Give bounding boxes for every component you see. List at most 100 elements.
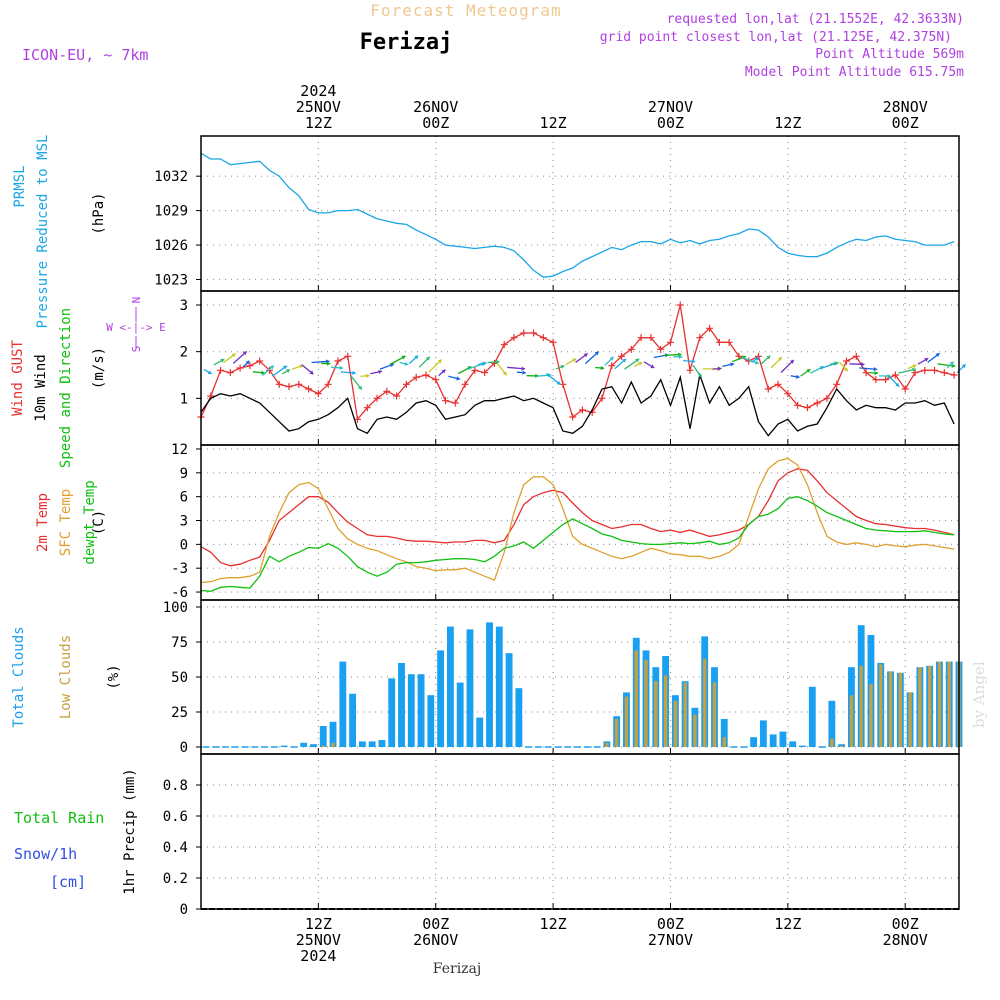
wind-arrow-head (935, 353, 940, 358)
bottom-time-label: 00Z (892, 915, 919, 933)
total-cloud-bar (799, 745, 806, 747)
gust-marker (794, 401, 802, 409)
wind-arrow (810, 365, 824, 374)
wind-arrow-head (437, 359, 442, 364)
y-axis-label: Speed and Direction (58, 308, 74, 468)
gust-marker (383, 387, 391, 395)
wind-arrow-head (717, 366, 722, 371)
wind-arrow-head (754, 360, 759, 365)
wind-arrow-head (895, 382, 900, 387)
total-cloud-bar (358, 741, 366, 747)
y-tick-label: 100 (163, 600, 188, 616)
wind-arrow (262, 365, 275, 376)
top-time-label: 2024 (300, 82, 336, 100)
top-time-label: 28NOV (883, 98, 928, 116)
y-tick-label: 25 (171, 705, 188, 721)
total-cloud-bar (779, 731, 787, 747)
low-cloud-bar (624, 696, 629, 747)
wind-arrow (760, 355, 771, 365)
wind-arrow-head (766, 355, 771, 360)
total-cloud-bar (339, 661, 347, 747)
low-cloud-bar (663, 675, 668, 747)
y-tick-label: 0.2 (163, 871, 188, 887)
wind-arrow (800, 368, 811, 377)
wind-arrow (849, 362, 865, 367)
y-tick-label: 2 (180, 345, 188, 361)
total-cloud-bar (466, 629, 474, 747)
wind-arrow-head (572, 358, 577, 363)
gust-marker (686, 366, 694, 374)
gust-marker (305, 385, 313, 393)
wind-arrow-head (404, 361, 409, 366)
gust-marker (754, 352, 762, 360)
precip-legend-label: Snow/1h (14, 845, 77, 863)
wind-arrow (428, 358, 443, 373)
low-cloud-bar (615, 719, 619, 747)
gust-marker (344, 352, 352, 360)
gust-marker (872, 376, 880, 384)
wind-arrow-head (860, 362, 865, 367)
bottom-time-label: 26NOV (413, 931, 458, 949)
total-cloud-bar (310, 744, 317, 747)
low-cloud-bar (331, 742, 335, 747)
y-axis-unit: 1hr Precip (mm) (122, 768, 138, 894)
y-tick-label: 3 (180, 514, 188, 530)
y-axis-label: Low Clouds (58, 635, 74, 719)
gust-marker (784, 390, 792, 398)
gust-marker (265, 366, 273, 374)
gust-marker (236, 364, 244, 372)
series-2m-temp (200, 468, 955, 567)
wind-arrow-head (912, 367, 916, 372)
wind-arrow-head (635, 358, 640, 363)
wind-arrow-head (522, 370, 526, 375)
gust-marker (725, 338, 733, 346)
wind-arrow-head (325, 359, 330, 364)
bottom-time-label: 00Z (422, 915, 449, 933)
low-cloud-bar (634, 650, 638, 747)
wind-arrow-head (789, 359, 794, 364)
low-cloud-bar (321, 745, 325, 747)
wind-arrow-head (949, 361, 954, 366)
bottom-time-label: 2024 (300, 947, 336, 965)
wind-arrow (370, 369, 383, 375)
wind-arrow-head (961, 364, 966, 369)
total-cloud-bar (769, 734, 777, 747)
gust-marker (481, 369, 489, 377)
y-axis-label: Total Clouds (11, 626, 27, 727)
panel-pressure: 1023 1026 1029 1032 (hPa) PRMSL Pressure Reduc… (12, 135, 960, 328)
y-tick-label: 0.8 (163, 778, 188, 794)
wind-arrow (321, 361, 331, 366)
wind-arrow-head (874, 370, 878, 376)
y-tick-label: 0 (180, 902, 188, 918)
total-cloud-bar (476, 717, 484, 747)
wind-arrow (731, 355, 747, 363)
wind-arrow (252, 370, 265, 375)
model-point-altitude: Model Point Altitude 615.75m (745, 65, 964, 80)
wind-arrow-head (358, 385, 362, 390)
wind-arrow (507, 366, 526, 371)
gust-marker (314, 390, 322, 398)
wind-arrow-head (777, 357, 782, 362)
wind-arrow (223, 353, 236, 364)
gust-marker (217, 366, 225, 374)
wind-arrow-head (242, 351, 247, 356)
y-tick-label: 6 (180, 490, 188, 506)
compass-s: S (130, 346, 143, 353)
top-time-label: 27NOV (648, 98, 693, 116)
wind-arrow (790, 374, 800, 379)
wind-arrow-head (560, 364, 565, 369)
gust-marker (295, 380, 303, 388)
total-cloud-bar (750, 737, 758, 747)
y-tick-label: 9 (180, 466, 188, 482)
low-cloud-bar (849, 695, 854, 747)
wind-arrow (496, 363, 508, 376)
bottom-time-label: 12Z (774, 915, 801, 933)
wind-arrow-head (441, 369, 446, 374)
total-cloud-bar (828, 700, 836, 747)
wind-arrow (770, 356, 783, 369)
wind-arrow (203, 368, 213, 375)
gust-marker (843, 357, 851, 365)
wind-arrow-head (806, 369, 811, 373)
